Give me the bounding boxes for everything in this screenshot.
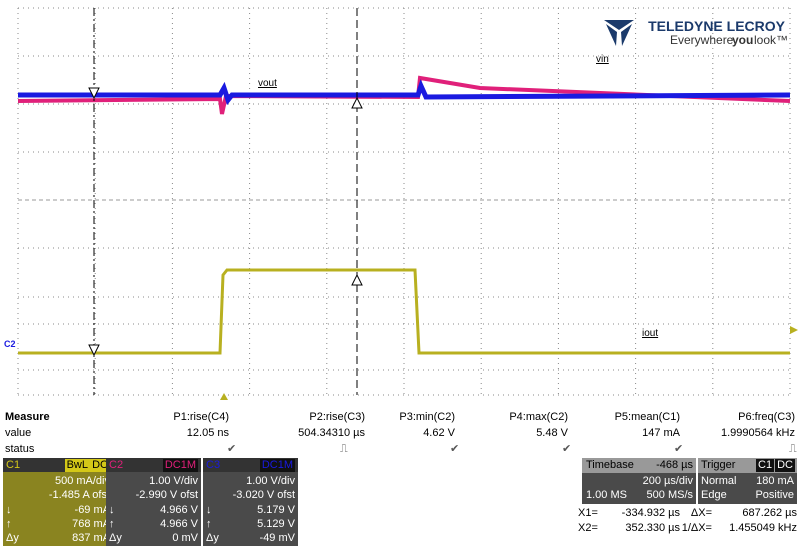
trace-c3 — [18, 79, 791, 106]
channel-scale: 1.00 V/div — [246, 475, 295, 487]
status-icon: ⎍ — [789, 443, 797, 455]
measure-value: 5.48 V — [536, 427, 568, 439]
row-label: value — [5, 427, 32, 439]
logo-tagline: Everywhere — [670, 33, 734, 47]
timebase-delay: -468 µs — [656, 459, 693, 471]
channel-offset: -1.485 A ofst — [48, 489, 110, 501]
channel-offset: -2.990 V ofst — [135, 489, 198, 501]
channel-tag: DC — [90, 459, 110, 472]
channel-scale: 500 mA/div — [54, 475, 110, 487]
row-symbol: ↑ — [6, 518, 12, 530]
row-value: 837 mA — [72, 532, 110, 544]
cursor-label: X2= — [578, 522, 598, 534]
row-value: 768 mA — [72, 518, 110, 530]
trigger-level: 180 mA — [756, 475, 794, 487]
row-symbol: ↓ — [6, 504, 12, 516]
row-value: -69 mA — [74, 504, 110, 516]
timebase-rate: 500 MS/s — [646, 489, 693, 501]
row-value: 5.129 V — [257, 518, 295, 530]
row-symbol: Δy — [109, 532, 122, 544]
measure-value: 4.62 V — [423, 427, 455, 439]
measure-header: P3:min(C2) — [399, 411, 455, 423]
status-icon: ✔ — [227, 443, 237, 455]
measure-header: P5:mean(C1) — [614, 411, 680, 423]
channel-scale: 1.00 V/div — [149, 475, 198, 487]
status-icon: ⎍ — [340, 443, 348, 455]
measure-value: 12.05 ns — [186, 427, 229, 439]
trigger-mode: Normal — [701, 475, 737, 487]
timebase-samples: 1.00 MS — [586, 489, 627, 501]
timebase-label: Timebase — [586, 459, 634, 471]
status-icon: ✔ — [562, 443, 572, 455]
trigger-type: Edge — [701, 489, 727, 501]
row-value: 4.966 V — [160, 504, 198, 516]
waveform-display — [17, 7, 798, 400]
row-label: status — [5, 443, 35, 455]
status-icon: ✔ — [674, 443, 684, 455]
logo-brand: TELEDYNE LECROY — [648, 18, 785, 34]
channel-box — [106, 458, 201, 546]
trace-label: iout — [642, 328, 659, 339]
channel-box — [3, 458, 113, 546]
row-value: 5.179 V — [257, 504, 295, 516]
cursor-markers — [88, 87, 100, 357]
cursor-markers — [351, 96, 363, 286]
measure-header: P6:freq(C3) — [738, 411, 795, 423]
measure-header: P2:rise(C3) — [309, 411, 365, 423]
row-value: -49 mV — [259, 532, 295, 544]
trigger-slope: Positive — [755, 489, 794, 501]
timebase-scale: 200 µs/div — [642, 475, 693, 487]
row-symbol: ↓ — [206, 504, 212, 516]
channel-tag: DC1M — [259, 459, 295, 472]
grid — [17, 7, 791, 396]
measure-title: Measure — [5, 411, 50, 423]
trace-label: vin — [596, 54, 609, 65]
logo-mark — [604, 20, 634, 46]
row-symbol: ↑ — [206, 518, 212, 530]
measure-value: 504.34310 µs — [298, 427, 365, 439]
channel-tag: DC1M — [162, 459, 198, 472]
trace-label: vout — [258, 78, 277, 89]
row-value: 4.966 V — [160, 518, 198, 530]
row-symbol: Δy — [206, 532, 219, 544]
status-icon: ✔ — [450, 443, 460, 455]
cursor-value: -334.932 µs — [621, 507, 680, 519]
cursor-value: 687.262 µs — [742, 507, 797, 519]
cursor-label: ΔX= — [690, 507, 712, 519]
cursor-label: 1/ΔX= — [681, 522, 712, 534]
channel-marker: C2 — [4, 339, 16, 349]
logo-tagline: you — [732, 33, 754, 47]
measure-header: P4:max(C2) — [509, 411, 568, 423]
measure-header: P1:rise(C4) — [173, 411, 229, 423]
cursor-value: 352.330 µs — [625, 522, 680, 534]
channel-name: C1 — [6, 459, 21, 471]
trigger-level-marker — [790, 326, 798, 334]
timebase-header — [582, 458, 696, 473]
trigger-source: C1 — [756, 459, 775, 472]
row-value: 0 mV — [172, 532, 198, 544]
cursor-label: X1= — [578, 507, 598, 519]
trace-c1 — [18, 268, 790, 355]
channel-name: C2 — [109, 459, 124, 471]
measure-value: 147 mA — [642, 427, 680, 439]
row-symbol: ↑ — [109, 518, 115, 530]
cursor-value: 1.455049 kHz — [729, 522, 797, 534]
channel-name: C3 — [206, 459, 221, 471]
trigger-label: Trigger — [701, 459, 736, 471]
trigger-coupling: DC — [775, 459, 795, 472]
logo-tagline: look™ — [754, 33, 789, 47]
measure-value: 1.9990564 kHz — [721, 427, 795, 439]
channel-tag: BwL — [64, 459, 90, 472]
row-symbol: ↓ — [109, 504, 115, 516]
channel-offset: -3.020 V ofst — [232, 489, 295, 501]
trigger-time-marker — [220, 393, 228, 400]
row-symbol: Δy — [6, 532, 19, 544]
channel-box — [203, 458, 298, 546]
